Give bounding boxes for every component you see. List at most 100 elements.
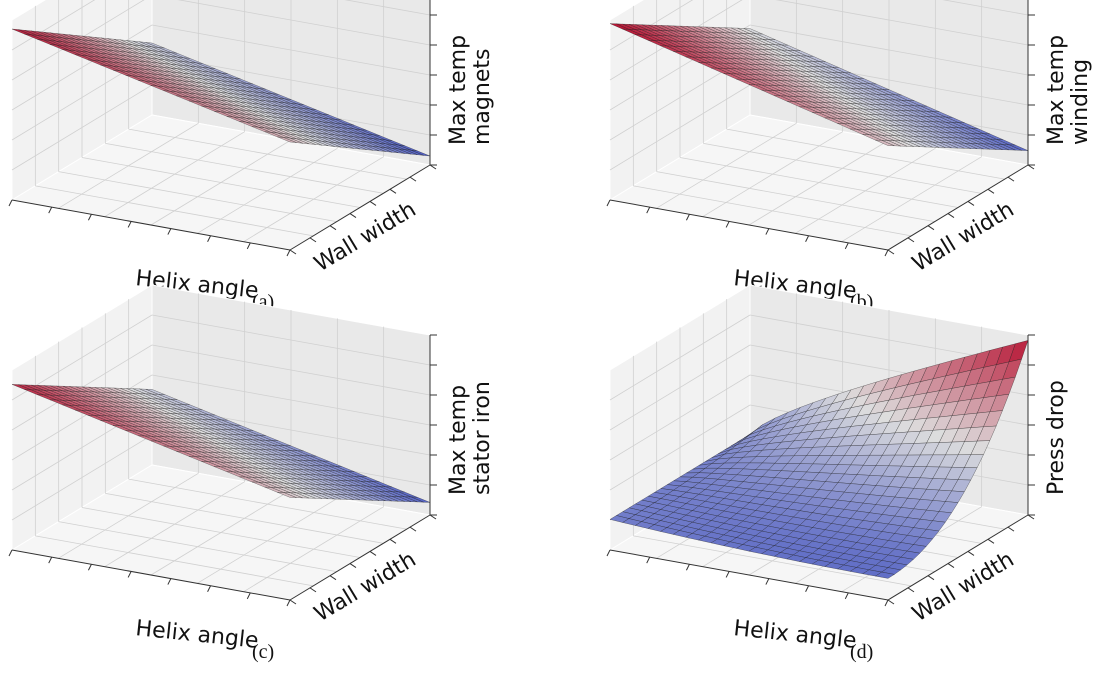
y-tick (927, 225, 935, 231)
y-tick (289, 249, 297, 255)
gridline (128, 128, 407, 180)
x-axis-label: Helix angle (732, 616, 857, 654)
surface-facet (277, 136, 297, 143)
y-tick (429, 164, 437, 170)
z-axis-label-line: magnets (470, 49, 495, 145)
x-tick (87, 564, 92, 571)
x-axis-line (11, 199, 291, 251)
y-tick (329, 575, 337, 581)
x-tick (167, 578, 172, 585)
z-axis-label: Max temp stator iron (446, 381, 495, 495)
x-tick (884, 599, 889, 607)
x-axis-line (609, 549, 889, 601)
y-tick (887, 249, 895, 255)
x-tick (725, 571, 730, 578)
surface (609, 23, 1029, 151)
x-tick (805, 585, 810, 592)
y-tick (309, 587, 317, 593)
y-tick (1027, 164, 1035, 170)
y-tick (329, 225, 337, 231)
x-tick (844, 592, 849, 600)
y-tick (887, 599, 895, 605)
gridline (726, 128, 1005, 180)
surface-facet (874, 571, 896, 579)
gridline (344, 0, 431, 16)
x-tick (207, 585, 212, 592)
gridline (609, 314, 751, 401)
x-tick (246, 242, 251, 250)
y-tick (947, 563, 955, 568)
x-tick (844, 242, 849, 250)
x-tick (286, 599, 291, 607)
x-tick (127, 221, 132, 228)
x-tick (685, 214, 690, 221)
y-tick (987, 538, 995, 544)
y-tick (389, 188, 397, 194)
y-tick (1007, 526, 1015, 532)
x-tick (246, 592, 251, 600)
x-tick (725, 221, 730, 228)
gridline (942, 0, 1029, 16)
surface-facet (875, 139, 895, 147)
z-axis-label-line: Max temp (1044, 35, 1069, 145)
x-tick (685, 564, 690, 571)
y-tick (907, 587, 915, 593)
z-axis-label: Max temp magnets (446, 35, 495, 145)
x-tick (884, 249, 889, 257)
y-tick (349, 213, 357, 218)
gridlines (11, 0, 431, 243)
z-axis-label: Max temp winding (1044, 35, 1093, 145)
gridline (609, 0, 694, 51)
surface (609, 340, 1029, 579)
y-tick (389, 538, 397, 544)
y-tick (907, 237, 915, 243)
surface (11, 28, 431, 157)
y-axis-line (887, 514, 1029, 601)
gridline (151, 314, 431, 366)
x-axis-label: Helix angle (134, 616, 259, 654)
x-tick (765, 578, 770, 585)
gridline (128, 478, 407, 530)
x-tick (167, 228, 172, 235)
x-tick (286, 249, 291, 257)
y-tick (967, 551, 975, 556)
z-axis-label-line: winding (1068, 59, 1093, 145)
x-tick (8, 549, 13, 557)
x-axis-line (609, 199, 889, 251)
y-tick (409, 526, 417, 532)
y-tick (289, 599, 297, 605)
y-tick (927, 575, 935, 581)
y-tick (309, 237, 317, 243)
y-tick (369, 201, 377, 206)
z-axis-label-line: Max temp (446, 385, 471, 495)
z-axis-label-line: stator iron (470, 381, 495, 495)
surface-facet (277, 492, 297, 498)
panel-caption: (d) (850, 641, 873, 663)
y-tick (947, 213, 955, 218)
x-tick (606, 549, 611, 557)
y-axis-line (289, 164, 431, 251)
y-tick (987, 188, 995, 194)
y-tick (1027, 514, 1035, 520)
panel-caption: (c) (252, 641, 274, 663)
x-tick (87, 214, 92, 221)
x-tick (8, 199, 13, 207)
z-axis-label-line: Press drop (1044, 380, 1069, 495)
y-tick (349, 563, 357, 568)
x-axis-line (11, 549, 291, 601)
x-tick (805, 235, 810, 242)
x-tick (48, 556, 53, 564)
z-axis-label-line: Max temp (446, 35, 471, 145)
y-tick (1007, 176, 1015, 182)
gridlines (609, 0, 1029, 243)
x-tick (646, 206, 651, 214)
y-tick (369, 551, 377, 556)
y-tick (409, 176, 417, 182)
y-axis-line (289, 514, 431, 601)
z-axis-label: Press drop (1044, 380, 1069, 495)
y-tick (429, 514, 437, 520)
